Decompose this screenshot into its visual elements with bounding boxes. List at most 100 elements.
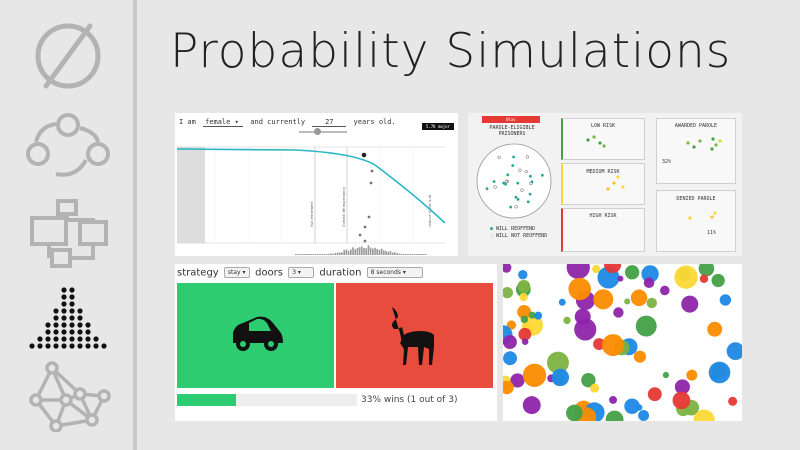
awarded-box[interactable] xyxy=(656,118,736,184)
histogram-bar xyxy=(380,248,383,255)
parole-dot xyxy=(698,139,702,143)
prisoner-dot xyxy=(524,169,528,174)
prisoner-dot xyxy=(529,174,532,178)
medium-risk-label: MEDIUM RISK xyxy=(586,169,620,175)
random-dot xyxy=(681,295,699,313)
strategy-select[interactable]: stay ▾ xyxy=(223,267,250,278)
parole-dot xyxy=(612,181,616,185)
histogram-bar xyxy=(308,254,310,255)
random-dot xyxy=(698,264,715,277)
random-dot xyxy=(605,410,624,421)
gender-dropdown[interactable]: female ▾ xyxy=(203,118,244,127)
low-risk-label: LOW RISK xyxy=(590,123,616,129)
distribution-icon[interactable] xyxy=(22,280,114,352)
histogram-bar xyxy=(297,254,299,255)
random-dot xyxy=(534,311,543,320)
random-dot xyxy=(636,404,643,411)
win-result: 33% wins (1 out of 3) xyxy=(361,395,458,405)
distribution-dot xyxy=(61,343,67,349)
distribution-dot xyxy=(45,336,51,342)
random-dot xyxy=(672,391,691,410)
low-risk-box[interactable] xyxy=(561,118,645,160)
distribution-dot xyxy=(69,287,75,293)
sidebar-divider xyxy=(133,0,137,450)
parole-dot xyxy=(602,144,606,148)
distribution-dot xyxy=(45,329,51,335)
random-dot xyxy=(647,387,662,402)
random-dots-panel[interactable] xyxy=(503,264,742,421)
monty-hall-panel[interactable]: strategy stay ▾ doors 3 ▾ duration 8 sec… xyxy=(175,264,497,421)
random-dot xyxy=(503,380,514,395)
distribution-dot xyxy=(61,315,67,321)
distribution-dot xyxy=(69,301,75,307)
random-dot xyxy=(518,327,532,341)
histogram-bar xyxy=(387,251,389,255)
histogram-bar xyxy=(385,250,387,255)
distribution-dot xyxy=(69,322,75,328)
distribution-dot xyxy=(77,336,83,342)
random-dot xyxy=(568,277,591,301)
distribution-dot xyxy=(69,336,75,342)
prisoner-dot xyxy=(493,185,497,189)
age-slider[interactable] xyxy=(299,128,347,135)
medium-risk-box[interactable] xyxy=(561,163,645,205)
histogram-bar xyxy=(363,247,365,255)
life-point xyxy=(370,169,374,173)
doors-select[interactable]: 3 ▾ xyxy=(288,267,315,278)
random-dot xyxy=(708,361,731,384)
legend-reoffend: ● WILL REOFFEND xyxy=(490,226,536,232)
life-point xyxy=(358,233,362,237)
distribution-dot xyxy=(69,329,75,335)
door-2[interactable] xyxy=(336,283,493,388)
cycle-icon[interactable] xyxy=(22,112,114,184)
histogram-bar xyxy=(323,254,326,255)
parole-dot xyxy=(718,139,722,143)
denied-box[interactable] xyxy=(656,190,736,252)
door-1[interactable] xyxy=(177,283,334,388)
histogram-bar xyxy=(400,253,403,255)
distribution-dot xyxy=(77,343,83,349)
random-dot xyxy=(726,342,742,360)
distribution-dot xyxy=(69,294,75,300)
parole-panel[interactable]: 8tac PAROLE-ELIGIBLE PRISONERS ● WILL RE… xyxy=(468,113,742,256)
life-suffix: years old. xyxy=(353,118,396,126)
random-dot xyxy=(506,320,517,330)
distribution-dot xyxy=(53,343,59,349)
histogram-bar xyxy=(424,254,427,255)
parole-dot xyxy=(710,147,714,151)
annotation-chance: chance to die is at xyxy=(428,194,432,227)
high-risk-box[interactable] xyxy=(561,208,645,252)
random-dot xyxy=(604,264,622,274)
random-dot xyxy=(528,311,536,319)
random-dot xyxy=(590,383,600,393)
empty-set-icon[interactable] xyxy=(22,20,114,92)
flowchart-icon[interactable] xyxy=(22,198,114,270)
histogram-bar xyxy=(416,254,418,255)
prisoner-dot xyxy=(520,188,524,192)
histogram-bar xyxy=(356,248,359,255)
age-input[interactable]: 27 xyxy=(312,118,347,127)
distribution-dot xyxy=(61,287,67,293)
life-point xyxy=(363,225,367,229)
duration-select[interactable]: 8 seconds ▾ xyxy=(366,267,423,278)
histogram-bar xyxy=(339,252,341,255)
parole-tag[interactable]: 8tac xyxy=(482,116,540,123)
denied-pct: 11% xyxy=(707,230,717,236)
distribution-dot xyxy=(37,336,43,342)
life-expectancy-panel[interactable]: I am female ▾ and currently 27 years old… xyxy=(175,113,458,256)
network-icon[interactable] xyxy=(22,360,114,433)
random-dot xyxy=(518,270,528,280)
life-point xyxy=(369,181,373,185)
parole-dot xyxy=(714,143,718,147)
distribution-dot xyxy=(53,329,59,335)
histogram-bar xyxy=(350,249,352,255)
random-dot xyxy=(503,264,512,273)
age-slider-knob[interactable] xyxy=(314,128,321,135)
random-dot xyxy=(693,409,715,421)
life-point xyxy=(363,239,367,243)
random-dot xyxy=(633,350,647,363)
distribution-dot xyxy=(69,308,75,314)
histogram-bar xyxy=(317,254,319,255)
prisoner-dot xyxy=(485,187,489,191)
histogram-bar xyxy=(383,250,385,255)
